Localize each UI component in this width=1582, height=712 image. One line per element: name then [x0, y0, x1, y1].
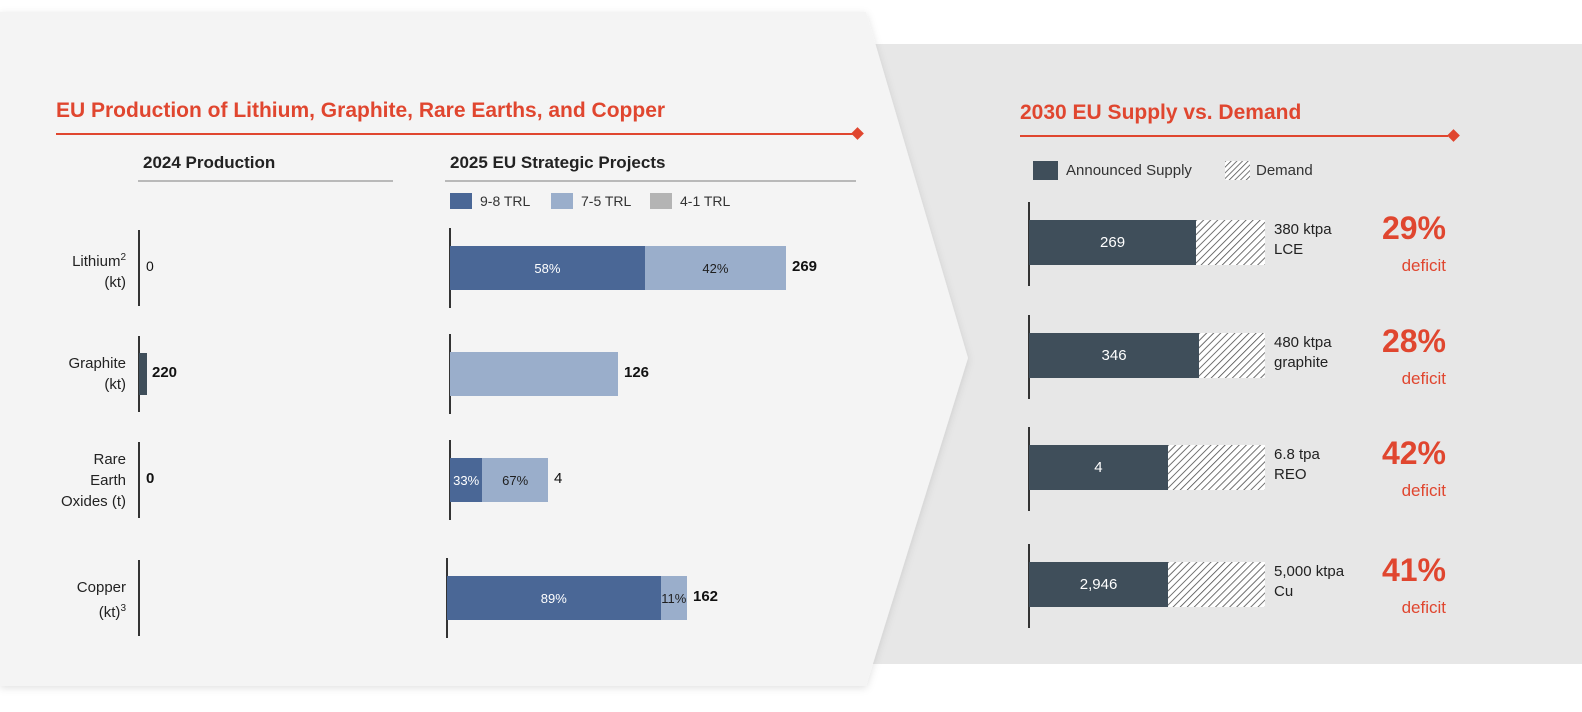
production-axis-3 — [138, 560, 140, 636]
deficit-percent-2: 42% — [1381, 435, 1446, 471]
projects-bar-3-1: 11% — [660, 576, 687, 620]
deficit-percent-1: 28% — [1381, 323, 1446, 359]
supply-bar-3: 2,946 — [1029, 562, 1169, 607]
right-title-rule — [1020, 135, 1448, 137]
projects-bar-2-1: 67% — [482, 458, 548, 502]
footnote-marker: 2 — [120, 252, 126, 263]
row-label-0: Lithium2 (kt) — [72, 252, 126, 291]
supply-bar-0: 269 — [1029, 220, 1197, 265]
deficit-percent-0: 29% — [1381, 210, 1446, 246]
left-section-title: EU Production of Lithium, Graphite, Rare… — [56, 99, 666, 122]
projects-total-3: 162 — [693, 588, 719, 605]
demand-label-1: 480 ktpa graphite — [1274, 334, 1332, 371]
deficit-label-3: deficit — [1401, 598, 1446, 617]
production-header: 2024 Production — [143, 153, 276, 172]
demand-label-0: 380 ktpa LCE — [1274, 221, 1332, 258]
projects-bar-0-1: 42% — [644, 246, 786, 290]
production-axis-2 — [138, 442, 140, 518]
demand-bar-3 — [1168, 562, 1265, 607]
legend-swatch-trl-7-5 — [551, 193, 573, 209]
projects-total-1: 126 — [624, 364, 650, 381]
supply-bar-2: 4 — [1029, 445, 1168, 490]
legend-trl-7-5: 7-5 TRL — [551, 193, 631, 209]
legend-demand: Demand — [1225, 161, 1313, 180]
legend-label-trl-7-5: 7-5 TRL — [581, 193, 632, 209]
deficit-percent-3: 41% — [1381, 552, 1446, 588]
legend-trl-4-1: 4-1 TRL — [650, 193, 730, 209]
projects-total-0: 269 — [792, 258, 818, 275]
supply-bar-1: 346 — [1029, 333, 1200, 378]
deficit-label-2: deficit — [1401, 481, 1446, 500]
projects-bar-2-0: 33% — [450, 458, 483, 502]
legend-label-trl-9-8: 9-8 TRL — [480, 193, 531, 209]
legend-swatch-trl-9-8 — [450, 193, 472, 209]
projects-total-2: 4 — [554, 470, 563, 487]
legend-swatch-demand — [1225, 161, 1250, 180]
demand-label-2: 6.8 tpa REO — [1274, 446, 1320, 483]
production-value-0: 0 — [146, 258, 154, 274]
legend-announced-supply: Announced Supply — [1033, 161, 1192, 180]
right-section-title: 2030 EU Supply vs. Demand — [1020, 101, 1302, 124]
demand-bar-0 — [1196, 220, 1265, 265]
row-label-2: Rare Earth Oxides (t) — [60, 450, 126, 510]
legend-swatch-trl-4-1 — [650, 193, 672, 209]
projects-header-rule — [445, 180, 856, 182]
demand-bar-2 — [1167, 445, 1265, 490]
legend-label-trl-4-1: 4-1 TRL — [680, 193, 731, 209]
production-bar-1 — [139, 353, 147, 395]
row-label-1: Graphite (kt) — [68, 355, 126, 393]
demand-label-3: 5,000 ktpa Cu — [1274, 563, 1345, 600]
production-axis-0 — [138, 230, 140, 306]
row-label-3: Copper (kt)3 — [76, 579, 126, 621]
projects-bar-3-0: 89% — [447, 576, 661, 620]
footnote-marker: 3 — [120, 603, 126, 614]
legend-swatch-supply — [1033, 161, 1058, 180]
projects-header: 2025 EU Strategic Projects — [450, 153, 666, 172]
production-value-2: 0 — [146, 470, 155, 487]
production-header-rule — [138, 180, 393, 182]
legend-trl-9-8: 9-8 TRL — [450, 193, 530, 209]
production-value-1: 220 — [152, 364, 178, 381]
projects-bar-0-0: 58% — [450, 246, 645, 290]
demand-bar-1 — [1199, 333, 1265, 378]
left-title-rule — [56, 133, 856, 135]
deficit-label-0: deficit — [1401, 256, 1446, 275]
legend-label-supply: Announced Supply — [1066, 162, 1192, 179]
deficit-label-1: deficit — [1401, 369, 1446, 388]
legend-label-demand: Demand — [1256, 162, 1313, 179]
projects-bar-1-1 — [450, 352, 618, 396]
